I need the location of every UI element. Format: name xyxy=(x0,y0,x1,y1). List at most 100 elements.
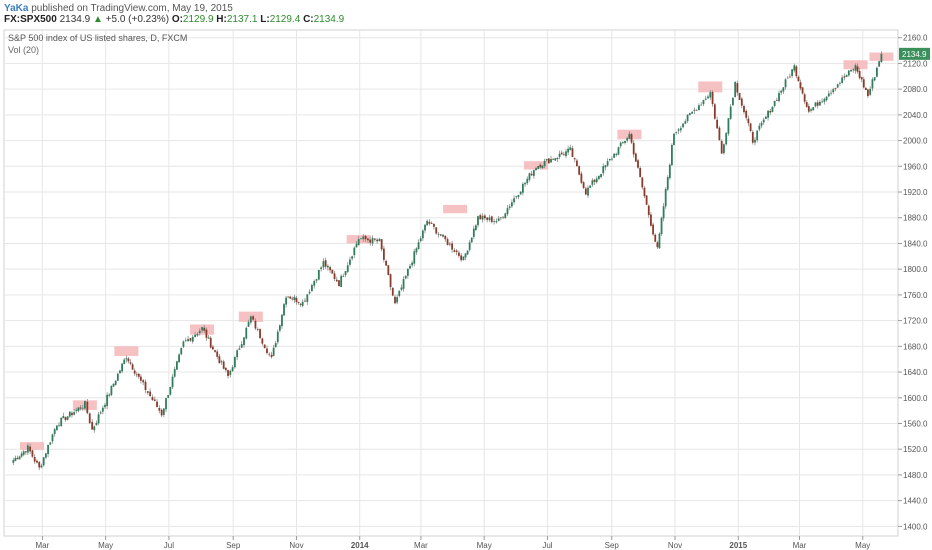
candle-body xyxy=(322,261,325,268)
chart-title: S&P 500 index of US listed shares, D, FX… xyxy=(8,33,188,43)
candle-body xyxy=(723,144,725,154)
candle-body xyxy=(686,114,689,122)
candle-body xyxy=(146,391,149,393)
candle-body xyxy=(293,296,296,300)
candle-body xyxy=(315,279,318,281)
candle-body xyxy=(682,123,684,128)
candle-body xyxy=(60,417,63,427)
candle-body xyxy=(216,351,219,357)
candle-body xyxy=(639,168,642,178)
highlight-zone xyxy=(443,204,468,214)
candle-body xyxy=(71,412,73,416)
candle-body xyxy=(486,217,489,220)
candle-body xyxy=(49,442,52,445)
candle-body xyxy=(702,100,705,105)
candle-body xyxy=(860,77,863,80)
candle-body xyxy=(845,75,848,77)
candle-body xyxy=(29,446,32,452)
candle-body xyxy=(679,128,682,131)
candle-body xyxy=(178,354,180,363)
candle-body xyxy=(740,98,743,106)
candle-body xyxy=(326,265,329,268)
x-tick-label: Sep xyxy=(226,541,241,550)
candle-body xyxy=(53,429,56,435)
candle-body xyxy=(391,287,394,296)
candle-body xyxy=(762,119,765,123)
candle-body xyxy=(106,394,109,407)
volume-indicator-label[interactable]: Vol (20) xyxy=(8,45,40,55)
candle-body xyxy=(335,279,338,282)
candle-body xyxy=(108,394,111,396)
highlight-zone xyxy=(524,161,549,170)
candle-body xyxy=(613,153,616,158)
candle-body xyxy=(207,337,210,339)
candle-body xyxy=(825,96,828,101)
open-value: 2129.9 xyxy=(182,14,214,25)
candle-body xyxy=(493,221,495,223)
candle-body xyxy=(142,380,145,383)
candle-body xyxy=(387,265,390,276)
candle-body xyxy=(382,248,385,260)
candle-body xyxy=(448,243,451,245)
price-chart[interactable]: 2160.0 2120.0 2080.0 2040.0 2000.0 1960.0 1920… xyxy=(0,27,932,550)
candle-body xyxy=(621,142,624,143)
candle-body xyxy=(700,104,703,106)
highlight-zone xyxy=(114,346,139,356)
candle-body xyxy=(550,159,552,163)
candle-body xyxy=(608,158,611,161)
symbol-label[interactable]: FX:SPX500 xyxy=(4,14,57,25)
candle-body xyxy=(140,376,142,381)
candle-body xyxy=(780,90,783,93)
candle-body xyxy=(394,296,396,304)
candle-body xyxy=(819,101,821,106)
candle-body xyxy=(576,160,578,167)
candle-body xyxy=(430,223,433,224)
candle-body xyxy=(268,353,271,355)
candle-body xyxy=(734,81,737,98)
candle-body xyxy=(261,338,264,344)
candle-body xyxy=(231,367,234,372)
candle-body xyxy=(184,340,187,342)
candle-body xyxy=(517,195,520,197)
x-tick-label: Mar xyxy=(793,541,807,550)
candle-body xyxy=(116,373,119,381)
candle-body xyxy=(880,53,883,63)
candle-body xyxy=(75,409,78,412)
candle-body xyxy=(171,376,174,388)
candle-body xyxy=(528,173,531,180)
candle-body xyxy=(274,343,277,348)
candle-body xyxy=(718,127,721,141)
candle-body xyxy=(243,337,245,346)
candle-body xyxy=(725,133,728,145)
x-tick-label: Sep xyxy=(605,541,620,550)
candle-body xyxy=(841,77,844,84)
candle-body xyxy=(521,184,524,193)
candle-body xyxy=(101,407,104,412)
candle-body xyxy=(580,173,583,183)
candle-body xyxy=(73,412,76,415)
candle-body xyxy=(93,426,96,431)
candle-body xyxy=(823,98,826,102)
candle-body xyxy=(647,205,650,216)
x-tick-label: May xyxy=(477,541,492,550)
candle-body xyxy=(537,166,540,169)
candle-body xyxy=(502,216,505,218)
candle-body xyxy=(160,409,163,416)
candle-body xyxy=(749,123,752,131)
candle-body xyxy=(12,460,15,463)
candle-body xyxy=(693,109,696,111)
y-tick-label: 1880.0 xyxy=(903,214,928,223)
candle-body xyxy=(504,213,507,219)
author-link[interactable]: YaKa xyxy=(4,3,29,14)
candle-body xyxy=(878,61,881,67)
candle-body xyxy=(695,109,698,111)
candle-body xyxy=(378,238,381,242)
candle-body xyxy=(129,362,132,364)
highlight-zone xyxy=(698,81,723,93)
last-price: 2134.9 xyxy=(59,14,91,25)
candle-body xyxy=(662,206,665,219)
candle-body xyxy=(652,224,654,235)
candle-body xyxy=(801,87,804,94)
candle-body xyxy=(876,67,878,77)
candle-body xyxy=(355,243,358,248)
